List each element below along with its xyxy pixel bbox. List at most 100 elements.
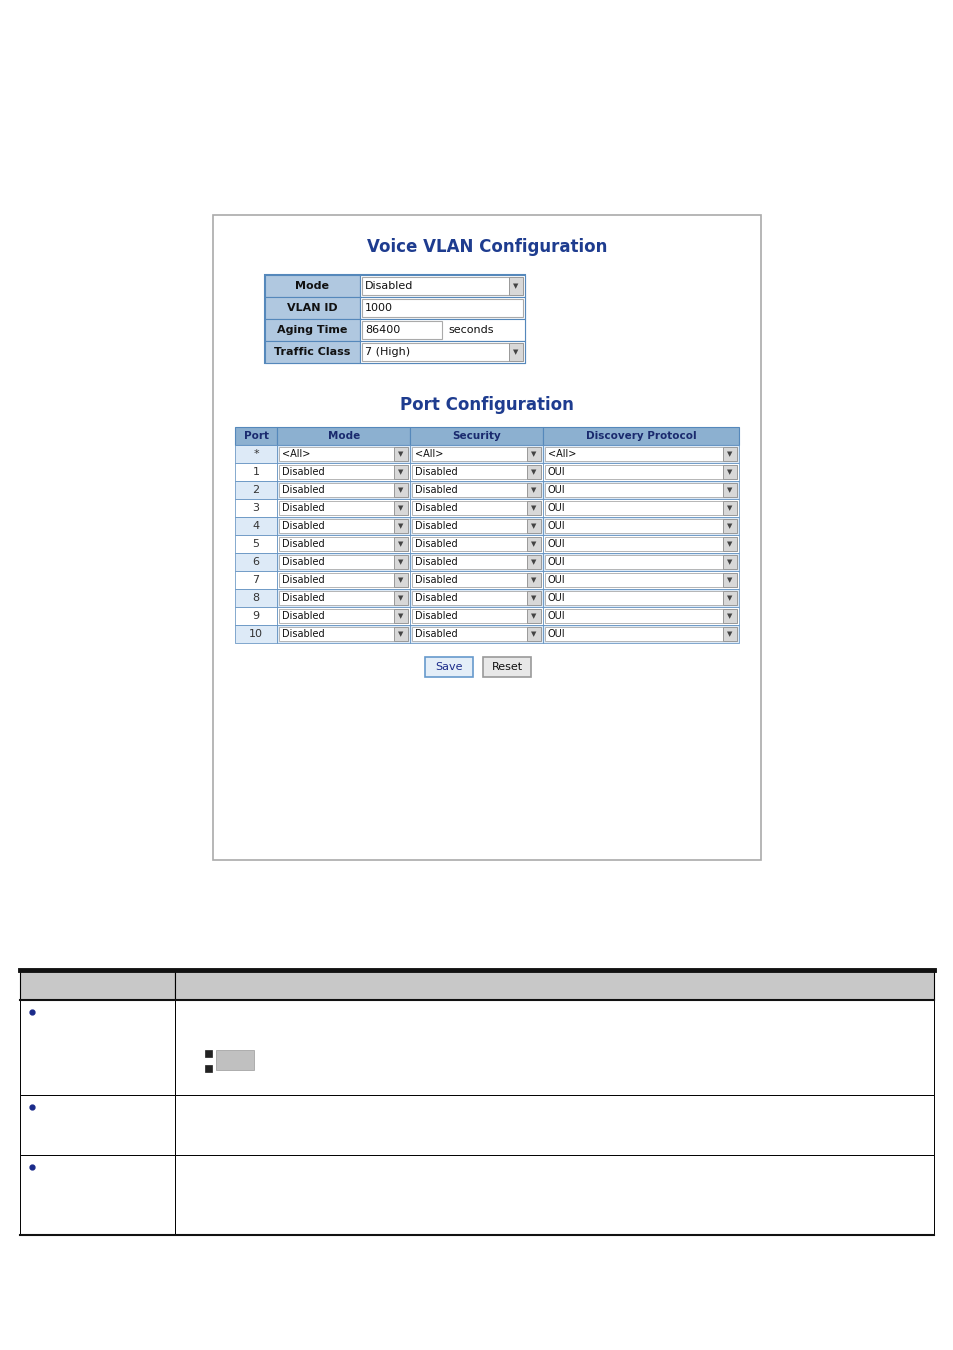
Bar — [234, 589, 277, 608]
Text: <All>: <All> — [415, 450, 443, 459]
Bar — [394, 537, 408, 551]
Bar — [234, 625, 277, 643]
Bar — [205, 1065, 212, 1072]
Text: Save: Save — [435, 662, 462, 672]
Bar — [234, 446, 277, 463]
Text: Port: Port — [243, 431, 269, 441]
Bar — [277, 589, 410, 608]
Bar — [277, 481, 410, 500]
Bar — [544, 555, 737, 568]
Bar — [361, 343, 522, 360]
Bar — [20, 971, 174, 1000]
Text: OUI: OUI — [547, 467, 565, 477]
Bar — [394, 518, 408, 533]
Bar — [277, 625, 410, 643]
Bar — [412, 537, 540, 551]
Bar — [412, 501, 540, 514]
Bar — [279, 501, 408, 514]
Bar — [482, 657, 531, 676]
Text: ▼: ▼ — [726, 559, 732, 566]
Text: 6: 6 — [253, 558, 259, 567]
Bar — [410, 517, 542, 535]
Text: Disabled: Disabled — [415, 504, 457, 513]
Text: ▼: ▼ — [531, 468, 536, 475]
Text: ▼: ▼ — [398, 595, 403, 601]
Bar — [412, 518, 540, 533]
Text: Disabled: Disabled — [415, 539, 457, 549]
Bar — [265, 275, 359, 297]
Bar — [361, 277, 522, 296]
Bar — [410, 427, 542, 446]
Text: <All>: <All> — [547, 450, 576, 459]
Bar — [412, 626, 540, 641]
Bar — [526, 483, 540, 497]
Bar — [722, 447, 737, 460]
Bar — [277, 608, 410, 625]
Text: ▼: ▼ — [531, 595, 536, 601]
Text: 5: 5 — [253, 539, 259, 549]
Bar — [544, 591, 737, 605]
Bar — [544, 483, 737, 497]
Bar — [722, 537, 737, 551]
Text: Disabled: Disabled — [282, 485, 325, 495]
Text: OUI: OUI — [547, 575, 565, 585]
Text: <All>: <All> — [282, 450, 311, 459]
Text: 10: 10 — [249, 629, 263, 639]
Bar — [509, 277, 522, 296]
Bar — [722, 464, 737, 479]
Bar — [526, 537, 540, 551]
Bar — [526, 447, 540, 460]
Bar — [279, 483, 408, 497]
Text: 1000: 1000 — [365, 302, 393, 313]
Bar — [359, 297, 524, 319]
Bar — [279, 464, 408, 479]
Bar — [410, 535, 542, 554]
Bar — [722, 483, 737, 497]
Text: Disabled: Disabled — [365, 281, 413, 292]
Bar — [542, 535, 739, 554]
Bar — [410, 554, 542, 571]
Text: Disabled: Disabled — [415, 485, 457, 495]
Bar — [544, 464, 737, 479]
Text: ▼: ▼ — [398, 576, 403, 583]
Bar — [410, 589, 542, 608]
Bar — [509, 343, 522, 360]
Bar — [722, 501, 737, 514]
Text: VLAN ID: VLAN ID — [287, 302, 337, 313]
Text: ▼: ▼ — [531, 541, 536, 547]
Bar — [412, 447, 540, 460]
Text: Reset: Reset — [491, 662, 522, 672]
Bar — [234, 608, 277, 625]
Text: ▼: ▼ — [398, 541, 403, 547]
Bar — [279, 555, 408, 568]
Text: OUI: OUI — [547, 485, 565, 495]
Bar — [359, 319, 524, 342]
Bar — [279, 591, 408, 605]
Text: ▼: ▼ — [531, 505, 536, 512]
Bar — [277, 517, 410, 535]
Text: 8: 8 — [253, 593, 259, 603]
Bar — [394, 483, 408, 497]
Bar — [234, 554, 277, 571]
Text: OUI: OUI — [547, 521, 565, 531]
Bar — [279, 626, 408, 641]
Text: Disabled: Disabled — [282, 558, 325, 567]
Bar — [544, 518, 737, 533]
Bar — [722, 609, 737, 622]
Text: ▼: ▼ — [398, 487, 403, 493]
Bar — [213, 215, 760, 860]
Text: Disabled: Disabled — [282, 593, 325, 603]
Bar — [361, 321, 441, 339]
Bar — [410, 571, 542, 589]
Text: Voice VLAN Configuration: Voice VLAN Configuration — [366, 238, 606, 256]
Text: Disabled: Disabled — [282, 539, 325, 549]
Text: Disabled: Disabled — [282, 467, 325, 477]
Text: Disabled: Disabled — [415, 467, 457, 477]
Text: ▼: ▼ — [398, 451, 403, 458]
Bar — [412, 464, 540, 479]
Bar — [279, 537, 408, 551]
Bar — [412, 555, 540, 568]
Bar — [279, 447, 408, 460]
Bar — [722, 572, 737, 587]
Bar — [526, 609, 540, 622]
